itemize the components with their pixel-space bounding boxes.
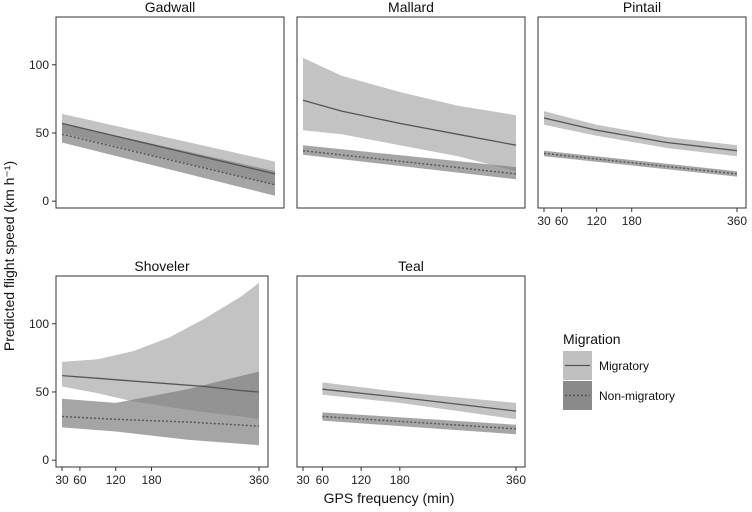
series-line-non-migratory <box>61 133 276 186</box>
panels-layer: Gadwall 0 50 100 Mallard Pintail 30 60 120 180 360… <box>29 0 747 487</box>
legend-label-non-migratory: Non-migratory <box>599 389 675 403</box>
panel-mallard: Mallard <box>296 0 526 209</box>
legend-label-migratory: Migratory <box>599 359 649 373</box>
x-tick-label: 180 <box>622 214 642 228</box>
x-tick-label: 60 <box>555 214 569 228</box>
plot-area <box>61 282 260 446</box>
x-tick-label: 180 <box>142 473 162 487</box>
x-tick-label: 180 <box>390 473 410 487</box>
x-tick-label: 360 <box>249 473 269 487</box>
legend: Migration Migratory Non-migratory <box>563 331 675 410</box>
x-tick-label: 30 <box>296 473 310 487</box>
y-tick-label: 50 <box>36 126 50 140</box>
panel-title: Gadwall <box>145 0 196 15</box>
panel-gadwall: Gadwall 0 50 100 <box>29 0 285 209</box>
x-axis-title: GPS frequency (min) <box>324 490 455 506</box>
ci-band-migratory <box>322 382 516 420</box>
x-tick-label: 60 <box>316 473 330 487</box>
x-tick-label: 120 <box>106 473 126 487</box>
series-line-migratory <box>302 99 517 146</box>
series-line-non-migratory <box>61 415 260 427</box>
panel-frame <box>537 16 747 209</box>
panel-title: Mallard <box>388 0 434 15</box>
panel-frame <box>296 16 526 209</box>
y-tick-label: 100 <box>29 58 49 72</box>
series-line-migratory <box>543 117 738 152</box>
y-tick-label: 0 <box>42 453 49 467</box>
ci-band-migratory <box>544 111 737 157</box>
legend-title: Migration <box>563 331 621 347</box>
x-tick-label: 30 <box>537 214 551 228</box>
panel-frame <box>55 16 285 209</box>
x-tick-label: 60 <box>73 473 87 487</box>
x-tick-label: 120 <box>351 473 371 487</box>
series-line-non-migratory <box>543 152 738 175</box>
panel-title: Teal <box>398 258 424 274</box>
ci-band-non-migratory <box>303 145 516 180</box>
panel-pintail: Pintail 30 60 120 180 360 <box>537 0 747 228</box>
panel-teal: Teal 30 60 120 180 360 <box>296 258 526 487</box>
y-tick-label: 0 <box>42 194 49 208</box>
ci-band-non-migratory <box>62 371 259 446</box>
panel-title: Pintail <box>623 0 661 15</box>
plot-area <box>302 57 517 180</box>
y-tick-label: 100 <box>29 317 49 331</box>
plot-area <box>322 382 517 435</box>
panel-frame <box>55 275 269 468</box>
plot-area <box>543 111 738 177</box>
x-tick-label: 360 <box>506 473 526 487</box>
panel-shoveler: Shoveler 0 50 100 30 60 120 180 360 <box>29 258 269 487</box>
ci-band-migratory <box>303 57 516 172</box>
series-line-non-migratory <box>322 415 517 430</box>
x-tick-label: 30 <box>55 473 69 487</box>
plot-area <box>61 113 276 196</box>
x-tick-label: 360 <box>727 214 747 228</box>
series-line-migratory <box>322 388 517 412</box>
series-line-migratory <box>61 374 260 393</box>
panel-frame <box>296 275 526 468</box>
y-tick-label: 50 <box>36 385 50 399</box>
y-axis-title: Predicted flight speed (km h⁻¹) <box>1 161 17 351</box>
panel-title: Shoveler <box>134 258 190 274</box>
series-line-migratory <box>61 122 276 175</box>
x-tick-label: 120 <box>587 214 607 228</box>
